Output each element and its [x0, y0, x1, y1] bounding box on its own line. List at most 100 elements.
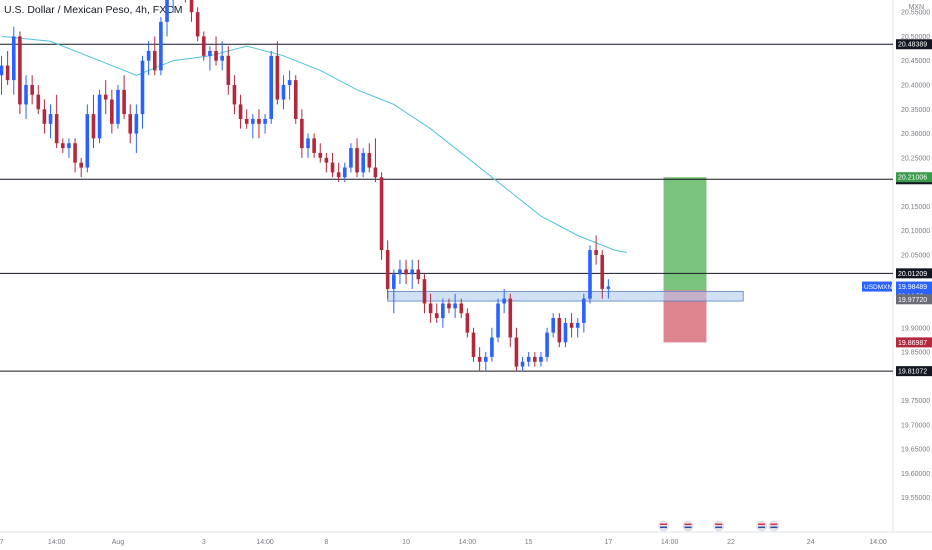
us-flag-event-icon[interactable]: [658, 520, 669, 532]
y-tick-label: 19.65000: [901, 447, 930, 454]
candle-body: [214, 50, 218, 61]
x-tick-label: 14:00: [661, 539, 679, 546]
candle-body: [275, 55, 280, 100]
y-tick-label: 19.55000: [901, 495, 930, 502]
candle-body: [582, 298, 586, 323]
flag-circle: [682, 520, 694, 532]
candle-body: [526, 356, 531, 362]
candle-body: [0, 65, 4, 76]
flag-stripe: [715, 523, 723, 526]
chart-title: U.S. Dollar / Mexican Peso, 4h, FXCM: [4, 4, 183, 16]
flag-stripe: [684, 523, 692, 526]
candle-body: [367, 152, 372, 168]
currency-label: MXN: [908, 4, 924, 11]
y-tick-label: 19.85000: [901, 350, 930, 357]
x-tick-label: 22: [727, 539, 735, 546]
candle-body: [263, 118, 267, 124]
candle-body: [281, 84, 286, 100]
entry-price-label: 19.97720: [898, 297, 927, 304]
moving-average-line: [1, 35, 627, 253]
candle-body: [410, 269, 415, 275]
y-tick-label: 19.75000: [901, 398, 930, 405]
candle-body: [110, 99, 114, 124]
flag-circle: [756, 520, 767, 532]
candle-body: [30, 84, 34, 95]
candle-body: [97, 94, 102, 139]
candle-body: [318, 152, 323, 158]
stop-price-label: 19.86987: [898, 340, 927, 347]
x-tick-label: 8: [324, 539, 328, 546]
y-tick-label: 19.60000: [901, 471, 930, 478]
x-tick-label: 24: [807, 539, 815, 546]
candle-body: [293, 80, 298, 119]
candle-body: [195, 12, 200, 37]
candle-body: [232, 84, 237, 105]
candle-body: [422, 279, 427, 304]
x-tick-label: 15: [525, 539, 533, 546]
y-tick-label: 20.05000: [901, 252, 930, 259]
us-flag-event-icon[interactable]: [682, 520, 694, 532]
x-tick-label: 10: [402, 539, 410, 546]
x-tick-label: 17: [604, 539, 612, 546]
candle-body: [557, 318, 562, 343]
candle-body: [551, 318, 555, 333]
candle-body: [520, 361, 525, 367]
y-tick-label: 20.30000: [901, 131, 930, 138]
candle-body: [61, 143, 65, 149]
flag-circle: [768, 520, 780, 532]
candle-body: [42, 109, 47, 124]
candle-body: [238, 104, 243, 119]
level-price-badge: [896, 39, 932, 50]
candle-body: [361, 152, 365, 173]
y-tick-label: 20.15000: [901, 204, 930, 211]
y-tick-label: 20.50000: [901, 34, 930, 41]
candle-body: [208, 50, 212, 56]
candle-body: [594, 250, 598, 255]
candle-body: [373, 167, 378, 178]
flag-stripe: [660, 526, 668, 529]
candle-body: [404, 269, 408, 275]
candle-body: [465, 313, 470, 333]
candle-body: [490, 337, 494, 357]
target-price-badge: [896, 172, 932, 183]
candle-body: [533, 356, 537, 362]
candle-body: [385, 250, 390, 289]
y-tick-label: 20.25000: [901, 155, 930, 162]
target-zone[interactable]: [663, 177, 707, 291]
level-price-label: 20.48389: [898, 42, 927, 49]
flag-stripe: [770, 526, 778, 529]
candle-body: [508, 298, 513, 338]
candle-body: [201, 36, 206, 56]
candle-body: [73, 143, 77, 163]
candle-body: [48, 114, 53, 124]
candle-body: [434, 313, 439, 319]
candle-body: [416, 269, 421, 280]
us-flag-event-icon[interactable]: [768, 520, 780, 532]
us-flag-event-icon[interactable]: [713, 520, 724, 532]
candle-body: [496, 303, 500, 338]
candle-body: [287, 80, 292, 85]
candle-body: [342, 167, 347, 178]
candle-body: [18, 36, 22, 105]
flag-stripe: [715, 526, 723, 529]
candle-body: [471, 332, 476, 357]
y-tick-label: 19.90000: [901, 325, 930, 332]
candle-body: [379, 177, 384, 251]
candle-body: [392, 274, 396, 289]
candle-body: [398, 269, 402, 275]
candle-body: [257, 118, 261, 124]
flag-stripe: [684, 526, 692, 529]
level-price-badge: [896, 268, 932, 279]
y-tick-label: 20.10000: [901, 228, 930, 235]
candle-body: [165, 0, 169, 22]
us-flag-event-icon[interactable]: [756, 520, 767, 532]
y-tick-label: 20.55000: [901, 10, 930, 17]
candle-body: [140, 60, 145, 115]
candle-body: [575, 322, 580, 328]
x-tick-label: 14:00: [48, 539, 66, 546]
demand-zone[interactable]: [387, 290, 744, 302]
candle-body: [251, 118, 255, 124]
flag-stripe: [758, 526, 766, 529]
candle-body: [91, 114, 96, 139]
